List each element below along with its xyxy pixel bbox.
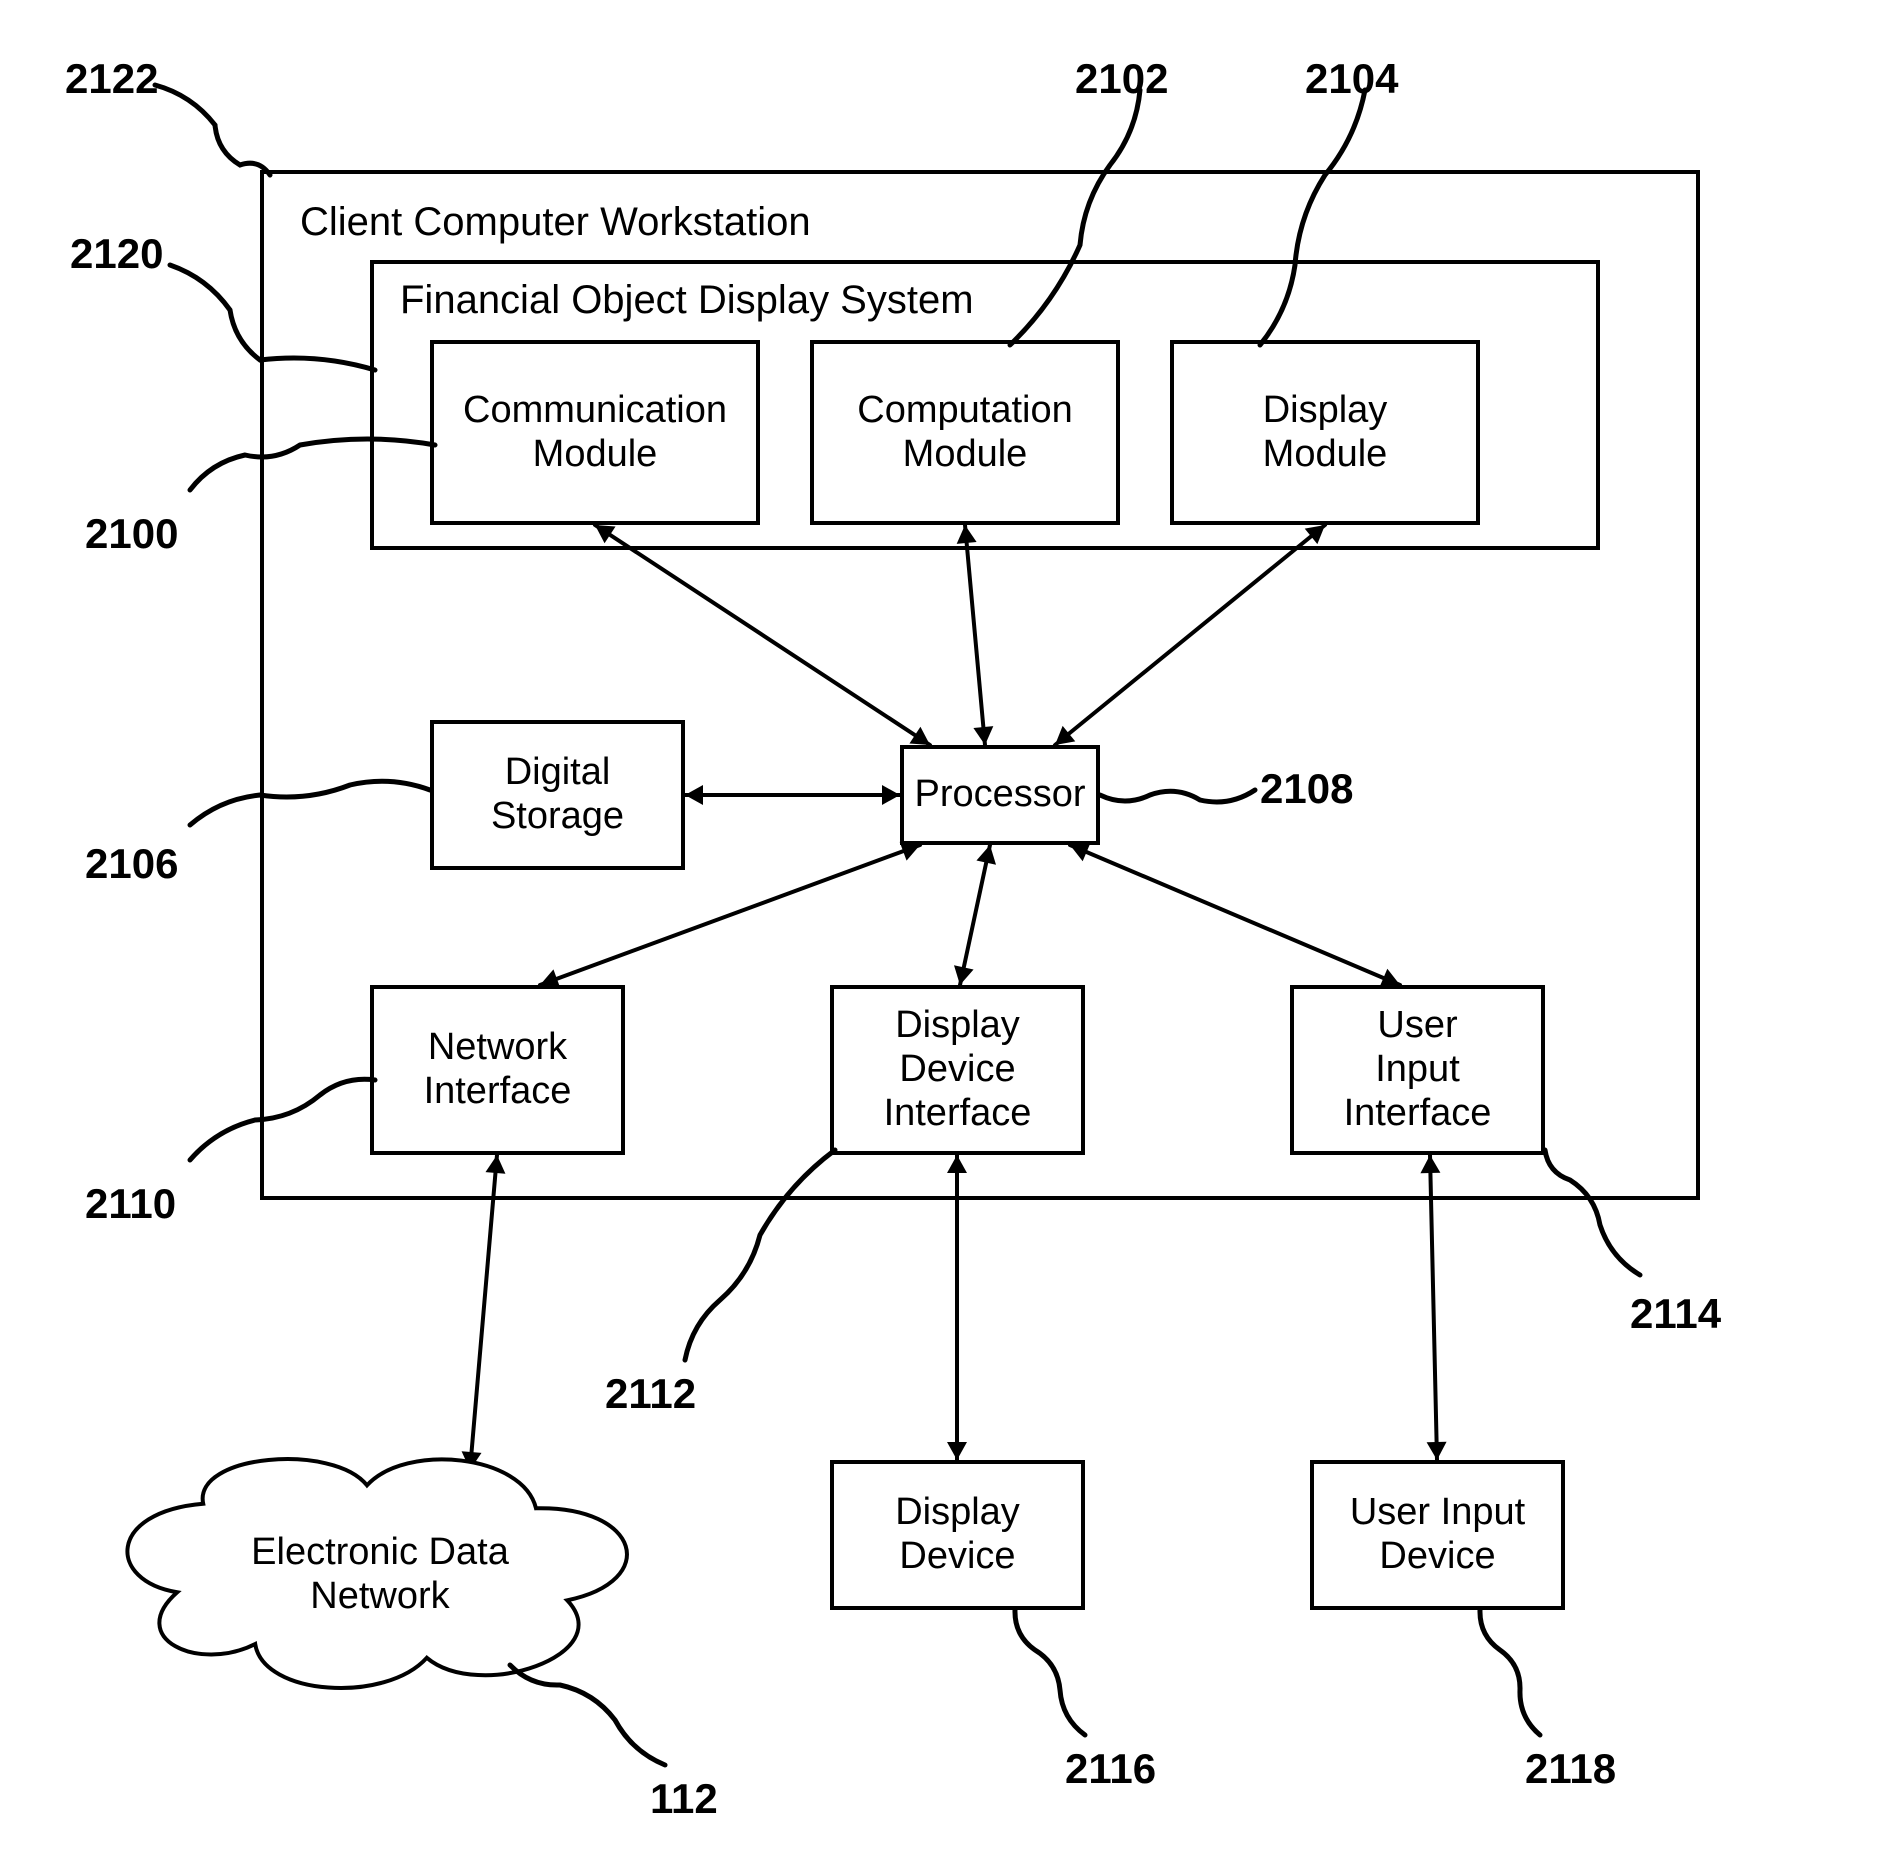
ref-2118: 2118	[1525, 1745, 1616, 1793]
ref-2122: 2122	[65, 55, 158, 103]
ref-2100: 2100	[85, 510, 178, 558]
cloud-label: Electronic DataNetwork	[172, 1512, 588, 1639]
ref-2102: 2102	[1075, 55, 1168, 103]
ref-2110: 2110	[85, 1180, 176, 1228]
ref-2114: 2114	[1630, 1290, 1721, 1338]
box-netif: NetworkInterface	[370, 985, 625, 1155]
box-comm: CommunicationModule	[430, 340, 760, 525]
frame-title-workstation: Client Computer Workstation	[300, 200, 811, 245]
box-uidev: User InputDevice	[1310, 1460, 1565, 1610]
ref-112: 112	[650, 1775, 718, 1823]
box-processor: Processor	[900, 745, 1100, 845]
box-ddev: DisplayDevice	[830, 1460, 1085, 1610]
ref-2116: 2116	[1065, 1745, 1156, 1793]
ref-2120: 2120	[70, 230, 163, 278]
box-disp: DisplayModule	[1170, 340, 1480, 525]
ref-2106: 2106	[85, 840, 178, 888]
ref-2108: 2108	[1260, 765, 1353, 813]
ref-2112: 2112	[605, 1370, 696, 1418]
box-storage: DigitalStorage	[430, 720, 685, 870]
box-comp: ComputationModule	[810, 340, 1120, 525]
box-ddif: DisplayDeviceInterface	[830, 985, 1085, 1155]
ref-2104: 2104	[1305, 55, 1398, 103]
box-uif: UserInputInterface	[1290, 985, 1545, 1155]
frame-title-fods: Financial Object Display System	[400, 278, 974, 323]
